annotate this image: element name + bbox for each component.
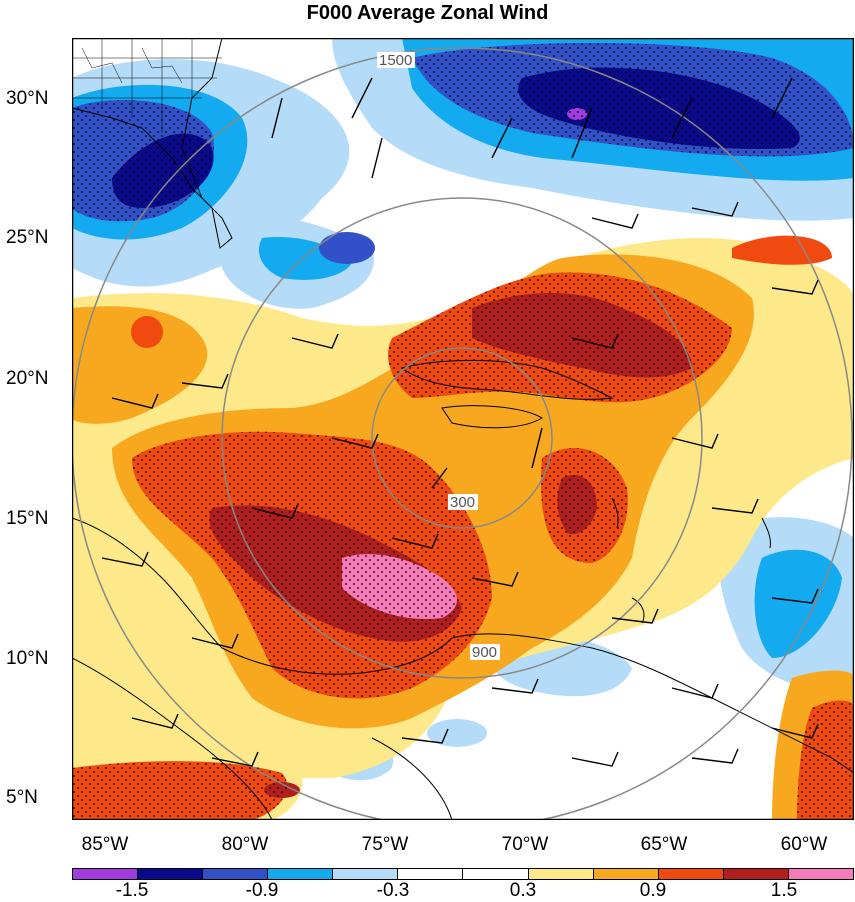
lat-label-30n: 30°N: [6, 88, 49, 109]
colorbar-swatch: [723, 869, 789, 879]
lon-label-60w: 60°W: [780, 834, 828, 855]
colorbar-swatch: [463, 869, 529, 879]
lon-label-65w: 65°W: [640, 834, 688, 855]
colorbar-swatch: [398, 869, 464, 879]
colorbar-swatch: [73, 869, 139, 879]
ring-label-300: 300: [450, 494, 475, 511]
zonal-wind-map: 300 900 1500: [72, 38, 854, 820]
colorbar-label: 0.3: [509, 880, 537, 901]
coastlines: [72, 38, 854, 820]
colorbar-label: 0.9: [639, 880, 667, 901]
lon-label-75w: 75°W: [361, 834, 409, 855]
ring-label-900: 900: [472, 644, 497, 661]
lat-label-5n: 5°N: [6, 787, 38, 808]
map-border: [72, 38, 854, 820]
ring-labels: 300 900 1500: [377, 52, 500, 661]
lon-label-70w: 70°W: [501, 834, 549, 855]
colorbar-swatch: [138, 869, 204, 879]
map-title: F000 Average Zonal Wind: [306, 2, 549, 24]
wind-barbs: [101, 77, 819, 767]
colorbar-swatch: [203, 869, 269, 879]
colorbar-swatch: [658, 869, 724, 879]
colorbar-swatch: [593, 869, 659, 879]
colorbar-swatch: [528, 869, 594, 879]
colorbar-label: 1.5: [770, 880, 798, 901]
ring-label-1500: 1500: [379, 52, 412, 69]
colorbar-swatch: [333, 869, 399, 879]
lon-label-80w: 80°W: [221, 834, 269, 855]
colorbar-swatch: [268, 869, 334, 879]
lat-label-25n: 25°N: [6, 227, 49, 248]
colorbar-swatch: [788, 869, 853, 879]
significance-stippling: [72, 43, 854, 820]
colorbar: [72, 868, 854, 880]
lon-label-85w: 85°W: [81, 834, 129, 855]
state-boundaries: [72, 38, 222, 133]
colorbar-label: -0.9: [245, 880, 279, 901]
lat-label-20n: 20°N: [6, 368, 49, 389]
colorbar-label: -0.3: [376, 880, 410, 901]
distance-rings: [72, 47, 853, 820]
lat-label-15n: 15°N: [6, 508, 49, 529]
colorbar-label: -1.5: [115, 880, 149, 901]
lat-label-10n: 10°N: [6, 648, 49, 669]
